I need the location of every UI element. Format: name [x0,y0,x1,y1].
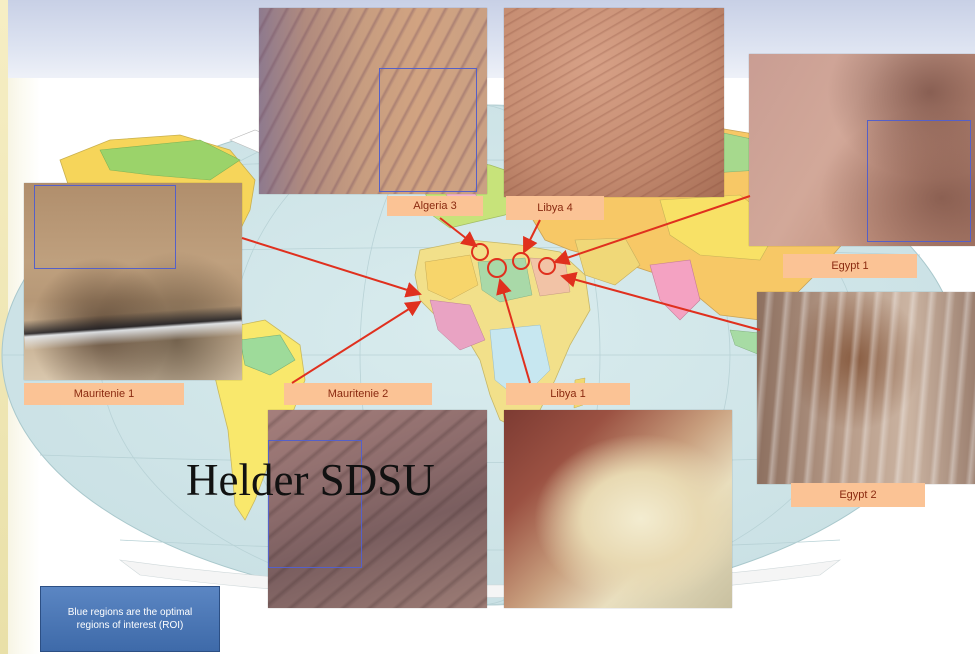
label-egypt-2: Egypt 2 [791,483,925,507]
label-text: Mauritenie 2 [327,387,389,400]
algeria-3-image [259,8,487,194]
land-brazil-north [239,334,296,376]
label-mauritania-2: Mauritenie 2 [284,383,432,405]
label-libya-1: Libya 1 [506,383,630,405]
roi-box [268,440,362,568]
slide-left-strip [0,0,8,654]
label-text: Libya 4 [537,201,573,214]
roi-box [34,185,176,269]
roi-note-text: Blue regions are the optimal regions of … [67,606,193,632]
land-west-africa [429,299,486,351]
watermark-text: Helder SDSU [186,455,435,505]
label-text: Mauritenie 1 [73,387,135,400]
libya-1-image [504,410,732,608]
label-algeria-3: Algeria 3 [387,196,483,216]
label-libya-4: Libya 4 [506,196,604,220]
label-egypt-1: Egypt 1 [783,254,917,278]
label-text: Algeria 3 [413,199,457,212]
roi-box [867,120,971,242]
libya-4-image [504,8,724,197]
egypt-1-image [749,54,975,246]
roi-box [379,68,477,192]
land-canada [99,139,241,181]
land-algeria [424,254,479,301]
mauritania-2-image [268,410,487,608]
label-text: Egypt 2 [839,488,877,501]
label-text: Egypt 1 [831,259,869,272]
label-text: Libya 1 [550,387,586,400]
label-mauritania-1: Mauritenie 1 [24,383,184,405]
river-feature [24,305,242,351]
roi-note-box: Blue regions are the optimal regions of … [40,586,220,652]
mauritania-1-image [24,183,242,380]
egypt-2-image [757,292,975,484]
